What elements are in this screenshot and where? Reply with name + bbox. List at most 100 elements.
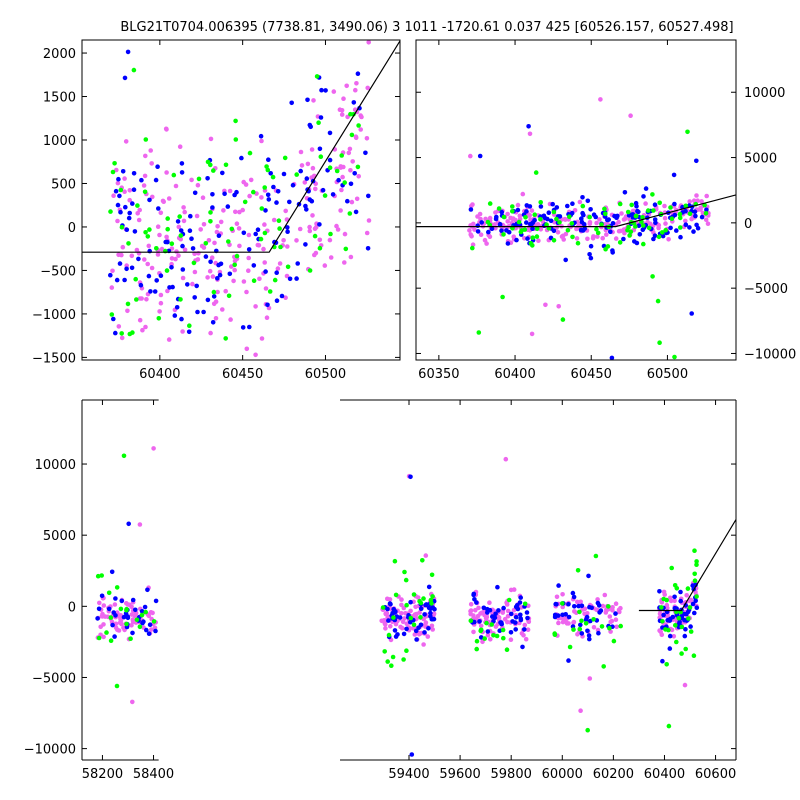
data-point-green	[560, 317, 566, 322]
data-point-blue	[553, 601, 558, 607]
data-point-blue	[241, 230, 247, 236]
data-point-blue	[246, 247, 252, 252]
x-tick-label: 60600	[695, 767, 736, 782]
data-point-green	[307, 268, 313, 273]
data-point-blue	[327, 130, 333, 136]
data-point-green	[264, 164, 269, 169]
data-point-green	[390, 654, 396, 660]
data-point-green	[618, 623, 623, 629]
data-point-violet	[575, 632, 580, 637]
data-point-violet	[228, 317, 233, 322]
x-tick-label: 60450	[222, 367, 263, 382]
data-point-violet	[587, 221, 593, 226]
data-point-blue	[392, 610, 398, 615]
y-tick-label: −5000	[744, 282, 788, 297]
data-point-green	[211, 168, 216, 173]
data-point-green	[428, 597, 434, 603]
data-point-green	[109, 312, 115, 317]
y-tick-label: 5000	[43, 529, 76, 544]
data-point-green	[489, 622, 495, 627]
data-point-blue	[129, 265, 135, 271]
data-point-green	[402, 569, 407, 575]
data-point-blue	[179, 161, 185, 166]
data-point-blue	[142, 604, 148, 610]
data-point-blue	[363, 150, 368, 156]
data-point-violet	[195, 182, 201, 188]
data-point-blue	[657, 589, 662, 594]
data-point-blue	[674, 606, 679, 611]
x-tick-label: 60500	[647, 367, 688, 382]
data-point-blue	[188, 213, 193, 219]
data-point-blue	[479, 220, 485, 225]
data-point-green	[144, 390, 149, 395]
data-point-blue	[385, 606, 390, 612]
data-point-green	[522, 601, 528, 607]
data-point-violet	[182, 209, 187, 215]
data-point-blue	[641, 194, 646, 199]
data-point-blue	[365, 246, 371, 251]
data-point-green	[530, 243, 535, 248]
data-point-violet	[536, 238, 541, 243]
data-point-green	[247, 150, 253, 156]
data-point-blue	[468, 207, 474, 212]
data-point-violet	[158, 210, 164, 216]
data-point-violet	[221, 208, 226, 213]
data-point-blue	[136, 256, 141, 262]
data-point-violet	[520, 191, 526, 197]
data-point-violet	[429, 623, 435, 629]
data-point-blue	[477, 619, 482, 624]
data-point-blue	[418, 606, 424, 611]
data-point-blue	[298, 168, 304, 174]
data-point-blue	[175, 219, 181, 224]
data-point-violet	[143, 153, 148, 159]
y-tick-label: −10000	[744, 347, 796, 362]
data-point-violet	[166, 196, 172, 201]
data-point-blue	[156, 206, 161, 211]
data-point-violet	[598, 97, 603, 102]
data-point-green	[420, 558, 425, 563]
data-point-blue	[287, 199, 292, 205]
data-point-blue	[695, 225, 701, 231]
data-point-green	[294, 172, 300, 177]
data-point-blue	[240, 325, 246, 330]
data-point-violet	[354, 81, 359, 86]
data-point-violet	[328, 255, 334, 260]
data-point-green	[686, 616, 691, 621]
data-point-blue	[596, 630, 601, 636]
axes-frame	[415, 39, 737, 361]
data-point-violet	[672, 598, 677, 604]
data-point-green	[131, 67, 137, 73]
data-point-green	[470, 245, 475, 251]
data-point-violet	[155, 224, 161, 229]
data-point-blue	[586, 633, 592, 638]
data-point-green	[703, 211, 709, 216]
data-point-blue	[610, 250, 615, 255]
data-point-violet	[385, 596, 390, 602]
data-point-green	[208, 219, 213, 224]
data-point-green	[392, 558, 398, 564]
data-point-violet	[423, 553, 429, 558]
data-point-blue	[271, 184, 276, 190]
data-point-violet	[310, 213, 315, 218]
data-point-blue	[192, 295, 197, 300]
data-point-blue	[520, 644, 525, 650]
data-point-green	[532, 212, 537, 217]
data-point-violet	[231, 278, 236, 284]
data-point-blue	[305, 97, 310, 103]
data-point-violet	[365, 85, 371, 91]
data-point-green	[692, 571, 697, 577]
data-point-green	[278, 244, 283, 250]
data-point-violet	[317, 237, 323, 243]
data-point-blue	[189, 236, 194, 241]
data-point-blue	[688, 624, 693, 629]
data-point-violet	[111, 193, 116, 198]
data-point-violet	[342, 260, 347, 265]
data-point-blue	[111, 316, 116, 322]
data-point-violet	[173, 256, 178, 262]
data-point-violet	[613, 617, 619, 622]
data-point-blue	[689, 311, 694, 316]
data-point-violet	[115, 218, 120, 224]
data-point-green	[685, 129, 690, 135]
data-point-violet	[663, 221, 668, 226]
data-point-violet	[591, 625, 597, 630]
